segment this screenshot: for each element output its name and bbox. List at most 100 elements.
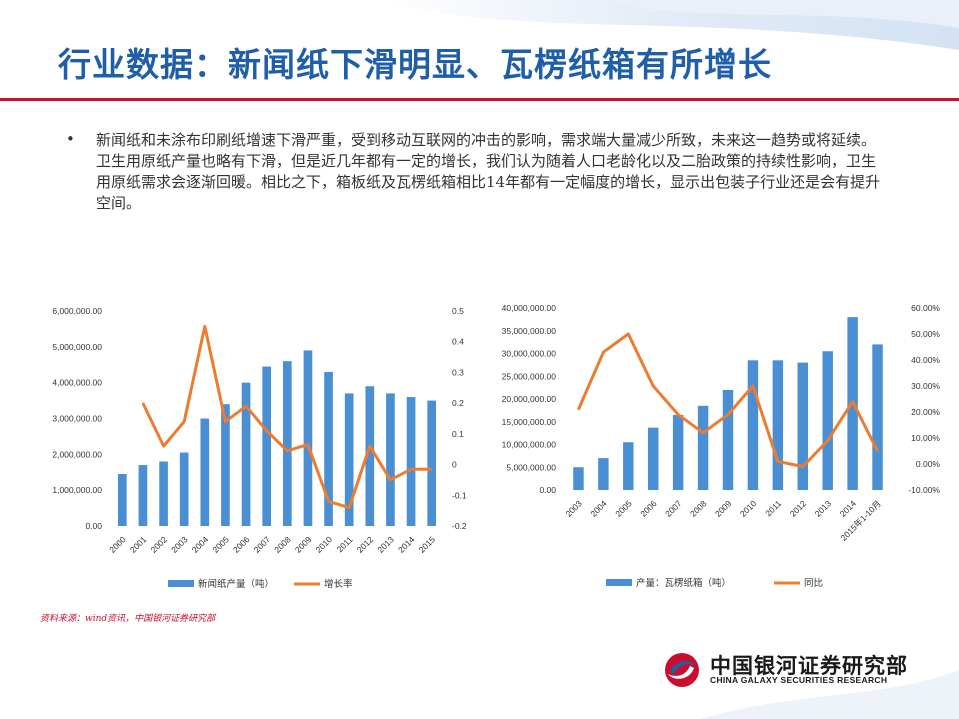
line-point	[389, 479, 392, 481]
line-point	[348, 506, 350, 509]
y-left-tick-label: 2,000,000.00	[52, 449, 102, 459]
corrugated-box-chart: 0.00 5,000,000.00 10,000,000.00 15,000,000.…	[502, 303, 941, 589]
bar	[262, 366, 272, 526]
legend-bar-label: 产量：瓦楞纸箱（吨）	[636, 577, 731, 589]
y-left-tick-label: 4,000,000.00	[52, 378, 102, 388]
x-tick-label: 2000	[107, 534, 128, 555]
bar	[406, 397, 416, 526]
bar	[324, 371, 333, 526]
y-left-tick-label: 6,000,000.00	[52, 306, 102, 316]
x-tick-label: 2010	[314, 534, 335, 555]
line-point	[851, 400, 854, 403]
y-left-tick-label: 30,000,000.00	[502, 349, 557, 359]
line-point	[702, 432, 704, 434]
bullet-text: 新闻纸和未涂布印刷纸增速下滑严重，受到移动互联网的冲击的影响，需求端大量减少所致…	[96, 131, 881, 212]
line-point	[876, 450, 879, 452]
bar	[138, 465, 148, 526]
x-tick-label: 2015	[417, 534, 438, 555]
y-right-tick-label: 10.00%	[911, 433, 940, 443]
bar	[303, 350, 313, 526]
x-tick-label: 2007	[663, 498, 684, 519]
x-tick-label: 2013	[375, 534, 396, 555]
bar	[872, 344, 883, 490]
line-point	[224, 420, 227, 423]
bar	[822, 351, 833, 490]
y-left-tick-label: 15,000,000.00	[502, 417, 557, 427]
x-tick-label: 2008	[688, 498, 709, 519]
x-tick-label: 2012	[788, 498, 809, 519]
line-point	[777, 460, 779, 463]
bar	[722, 389, 734, 490]
y-left-tick-label: 40,000,000.00	[502, 303, 557, 313]
bar	[623, 442, 634, 490]
bar	[200, 418, 210, 526]
logo-chinese-name: 中国银河证券研究部	[710, 654, 908, 678]
x-tick-label: 2006	[638, 498, 659, 519]
bar	[797, 362, 809, 490]
y-right-tick-label: 60.00%	[911, 303, 940, 313]
x-tick-label: 2011	[335, 534, 355, 554]
y-left-tick-label: 10,000,000.00	[502, 440, 557, 450]
line-point	[162, 445, 165, 447]
y-right-tick-label: -0.1	[452, 490, 467, 500]
y-left-tick-label: 3,000,000.00	[52, 414, 102, 424]
source-note: 资料来源：wind资讯，中国银河证券研究部	[40, 614, 216, 624]
y-right-tick-label: -10.00%	[908, 485, 940, 495]
bar	[598, 458, 609, 490]
line-point	[577, 408, 580, 411]
bar	[282, 361, 292, 526]
galaxy-logo-icon	[665, 653, 699, 687]
line-point	[677, 413, 679, 416]
bar	[221, 404, 230, 526]
y-left-tick-label: 5,000,000.00	[506, 462, 556, 472]
y-right-tick-label: 0.2	[452, 398, 464, 408]
line-point	[801, 465, 804, 468]
x-tick-label: 2002	[149, 534, 170, 555]
company-logo: 中国银河证券研究部 CHINA GALAXY SECURITIES RESEAR…	[662, 650, 922, 690]
y-left-tick-label: 20,000,000.00	[502, 394, 557, 404]
x-tick-label: 2009	[293, 534, 314, 555]
y-right-tick-label: 0.3	[452, 367, 464, 377]
bullet-paragraph: • 新闻纸和未涂布印刷纸增速下滑严重，受到移动互联网的冲击的影响，需求端大量减少…	[62, 130, 882, 214]
legend-bar-swatch	[606, 579, 632, 586]
x-tick-label: 2009	[713, 498, 734, 519]
x-tick-label: 2003	[169, 534, 190, 555]
y-left-tick-label: 5,000,000.00	[52, 342, 102, 352]
y-left-tick-label: 0.00	[85, 521, 102, 531]
page-title: 行业数据：新闻纸下滑明显、瓦楞纸箱有所增长	[58, 45, 772, 84]
bar	[159, 461, 168, 526]
newsprint-chart: 0.00 1,000,000.00 2,000,000.00 3,000,000.00…	[52, 306, 467, 590]
x-tick-label: 2001	[128, 534, 149, 555]
x-tick-label: 2008	[272, 534, 293, 555]
logo-english-name: CHINA GALAXY SECURITIES RESEARCH	[710, 675, 888, 685]
y-right-tick-label: -0.2	[452, 521, 467, 531]
line-point	[602, 351, 605, 353]
legend-line-label: 增长率	[324, 578, 353, 590]
bar	[386, 393, 395, 526]
x-tick-label: 2006	[231, 534, 252, 555]
line-point	[245, 405, 247, 408]
line-point	[307, 443, 309, 446]
bar	[697, 405, 709, 490]
x-tick-label: 2014	[838, 498, 859, 519]
bar	[647, 427, 659, 490]
x-tick-label: 2007	[252, 534, 273, 555]
y-right-tick-label: 0.4	[452, 337, 464, 347]
line-point	[652, 385, 655, 387]
y-left-tick-label: 1,000,000.00	[52, 485, 102, 495]
bar	[344, 393, 354, 526]
y-right-tick-label: 30.00%	[911, 381, 940, 391]
x-tick-label: 2013	[813, 498, 834, 519]
line-point	[727, 413, 729, 416]
bar	[672, 414, 684, 490]
line-point	[826, 439, 829, 442]
x-tick-label: 2004	[190, 534, 211, 555]
x-tick-label: 2010	[738, 498, 759, 519]
y-right-tick-label: 0.1	[452, 429, 464, 439]
x-tick-label: 2003	[563, 498, 584, 519]
bullet-marker: •	[66, 130, 75, 148]
bar	[241, 382, 251, 526]
bar	[772, 360, 784, 490]
x-tick-label: 2005	[613, 498, 634, 519]
